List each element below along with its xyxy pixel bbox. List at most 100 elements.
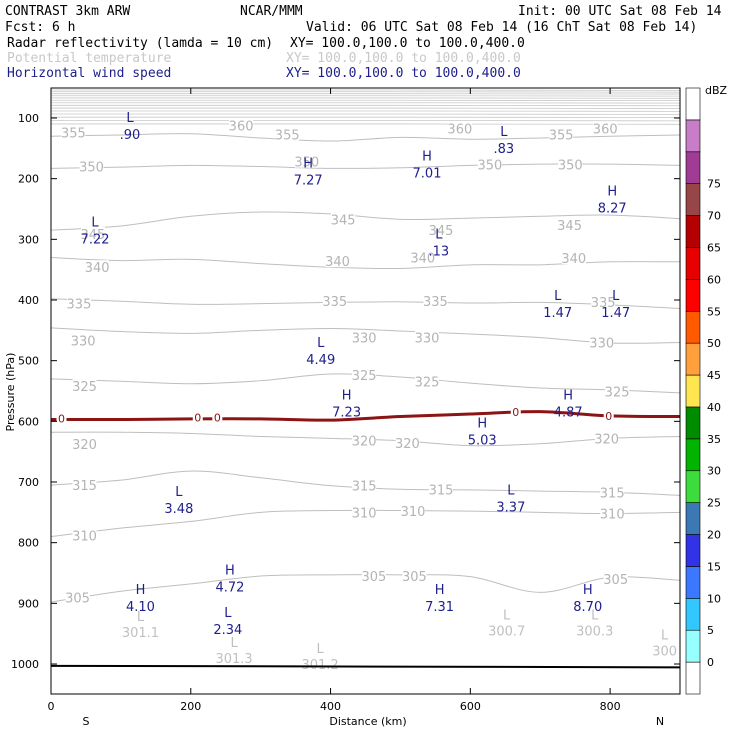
y-tick-label: 300 [18,233,39,246]
theta-label-bg [428,223,453,237]
theta-label-bg [591,294,616,308]
theta-label-bg [352,505,377,519]
theta-label-bg [593,121,618,135]
theta-label-bg [561,251,586,265]
theta-label: 345 [331,213,356,228]
wind-extreme-value: 7.01 [413,166,442,181]
theta-label: 340 [410,252,435,267]
surface-label-value: 300.3 [576,625,613,640]
theta-label: 355 [61,127,86,142]
theta-label-bg [66,296,91,310]
wind-extreme-letter: H [563,388,573,403]
theta-label-bg [603,572,628,586]
theta-contour-355 [50,133,681,142]
theta-label: 350 [79,161,104,176]
theta-label-bg [65,590,90,604]
surface-label-letter: L [503,609,511,624]
wind-extreme-letter: L [126,111,134,126]
colorbar-swatch [685,151,701,184]
theta-label-bg [600,506,625,520]
colorbar-level-label: 25 [707,497,721,510]
wind-extreme-letter: L [554,289,562,304]
field-xy-reflectivity: XY= 100.0,100.0 to 100.0,400.0 [290,36,525,51]
theta-label-bg [352,478,377,492]
theta-label: 315 [72,479,97,494]
x-axis-title: Distance (km) [329,715,406,728]
y-tick-label: 500 [18,355,39,368]
theta-label: 315 [352,480,377,495]
theta-label: 320 [594,432,619,447]
wind-extreme-value: .90 [120,128,141,143]
theta-label: 355 [275,128,300,143]
colorbar-level-label: 20 [707,529,721,542]
zero-dbz-marker: 0 [605,410,612,423]
colorbar-swatch [685,470,701,503]
x-tick-label: 0 [48,700,55,713]
colorbar-level-label: 0 [707,656,714,669]
wind-extreme-letter: L [435,228,443,243]
wind-extreme-value: 7.31 [425,600,454,615]
theta-label-bg [447,121,472,135]
surface-label-letter: L [316,642,324,657]
x-axis: 0 200 400 600 800 [48,88,621,713]
wind-extreme-letter: L [612,289,620,304]
theta-label-bg [477,157,502,171]
colorbar: 0 5 10 15 20 25 30 35 40 45 50 55 60 65 70 75 [685,87,721,695]
x-tick-label: 800 [600,700,621,713]
wind-extreme-letter: H [583,583,593,598]
wind-extreme-letter: H [422,149,432,164]
colorbar-level-label: 60 [707,273,721,286]
theta-label-bg [410,250,435,264]
theta-label-bg [415,374,440,388]
y-tick-label: 200 [18,173,39,186]
theta-label-bg [361,569,386,583]
wind-extreme-value: 5.03 [468,433,497,448]
y-tick-label: 1000 [11,658,39,671]
y-axis-title: Pressure (hPa) [4,353,17,432]
theta-label-bg [402,569,427,583]
theta-label: 350 [477,159,502,174]
valid-time: Valid: 06 UTC Sat 08 Feb 14 (16 ChT Sat … [306,20,697,35]
theta-label-bg [401,504,426,518]
theta-label-bg [605,384,630,398]
colorbar-swatch [685,374,701,408]
wind-extreme-value: .83 [494,142,515,157]
theta-contour-350 [50,163,681,169]
x-tick-label: 200 [180,700,201,713]
wind-extreme-value: 1.47 [543,306,572,321]
theta-label-bg [322,294,347,308]
wind-extreme-letter: L [317,336,325,351]
field-name-theta: Potential temperature [7,51,172,66]
theta-label-bg [600,485,625,499]
theta-label-bg [72,436,97,450]
y-axis: 100 200 300 400 500 600 700 800 900 1000 [11,112,680,671]
theta-label: 335 [591,296,616,311]
theta-contour-345 [50,211,681,231]
colorbar-swatch [685,438,701,472]
colorbar-level-label: 75 [707,178,721,191]
colorbar-level-label: 5 [707,624,714,637]
wind-extreme-value: 3.48 [164,502,193,517]
theta-label: 310 [72,529,97,544]
theta-label-bg [72,528,97,542]
x-end-label-north: N [656,715,664,728]
theta-upper-stack [50,89,681,125]
wind-extreme-letter: H [435,583,445,598]
wind-extreme-letter: H [136,583,146,598]
wind-extreme-value: 8.27 [598,202,627,217]
colorbar-swatch [685,215,701,248]
surface-label-value: 301.3 [215,652,252,667]
colorbar-swatch [685,310,701,344]
theta-label: 310 [401,505,426,520]
x-end-label-south: S [83,715,90,728]
theta-label-bg [85,260,110,274]
colorbar-swatch [685,566,701,599]
zero-dbz-marker-bg [603,409,614,422]
theta-label: 335 [67,298,92,313]
theta-label: 325 [605,386,630,401]
wind-extreme-value: 4.10 [126,600,155,615]
theta-label: 340 [561,252,586,267]
theta-labels: 360 355 355 360 355 360 350 350 350 350 345 345 345 3… [61,118,630,606]
wind-extreme-value: 7.22 [81,232,110,247]
